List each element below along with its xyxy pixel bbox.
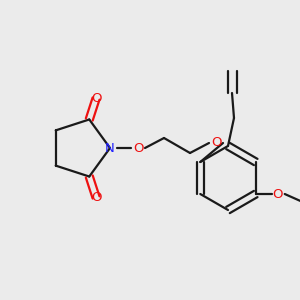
Text: O: O [91,191,101,204]
Text: O: O [133,142,143,154]
Text: O: O [91,92,101,105]
Text: O: O [272,188,283,200]
Text: O: O [211,136,221,149]
Text: N: N [105,142,115,154]
